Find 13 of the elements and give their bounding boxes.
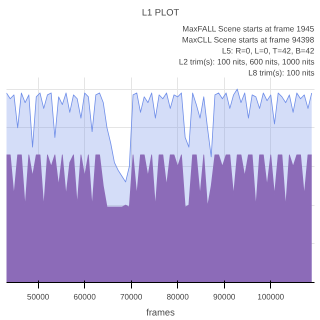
text: L8 trim(s): 100 nits: [248, 68, 315, 78]
text: MaxFALL Scene starts at frame 1945: [182, 24, 315, 34]
chart-title: L1 PLOT: [142, 8, 180, 18]
x-axis-title: frames: [146, 308, 176, 318]
x-tick-label: 70000: [120, 292, 143, 302]
text: L2 trim(s): 100 nits, 600 nits, 1000 nits: [178, 58, 315, 66]
text: MaxCLL Scene starts at frame 94398: [182, 36, 315, 44]
x-tick-label: 50000: [27, 292, 50, 302]
x-tick-label: 60000: [74, 292, 96, 302]
x-tick-label: 100000: [257, 292, 285, 302]
x-tick-label: 90000: [213, 292, 236, 302]
x-tick-label: 80000: [166, 292, 190, 302]
text: L5: R=0, L=0, T=42, B=42: [222, 46, 315, 56]
